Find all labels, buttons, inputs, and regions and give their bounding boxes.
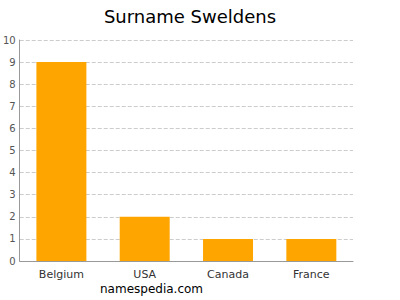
svg-text:4: 4 <box>9 167 15 178</box>
svg-text:namespedia.com: namespedia.com <box>100 282 203 296</box>
svg-text:Belgium: Belgium <box>39 268 84 281</box>
svg-text:USA: USA <box>133 268 156 281</box>
svg-text:Surname Sweldens: Surname Sweldens <box>104 6 276 27</box>
svg-text:France: France <box>293 268 330 281</box>
svg-text:3: 3 <box>9 189 15 200</box>
svg-text:6: 6 <box>9 123 15 134</box>
svg-text:10: 10 <box>3 35 16 46</box>
svg-text:7: 7 <box>9 101 15 112</box>
svg-text:1: 1 <box>9 233 15 244</box>
svg-text:9: 9 <box>9 57 15 68</box>
svg-text:5: 5 <box>9 145 15 156</box>
svg-text:0: 0 <box>9 256 15 267</box>
svg-text:Canada: Canada <box>207 268 249 281</box>
svg-text:2: 2 <box>9 211 15 222</box>
svg-text:8: 8 <box>9 79 15 90</box>
